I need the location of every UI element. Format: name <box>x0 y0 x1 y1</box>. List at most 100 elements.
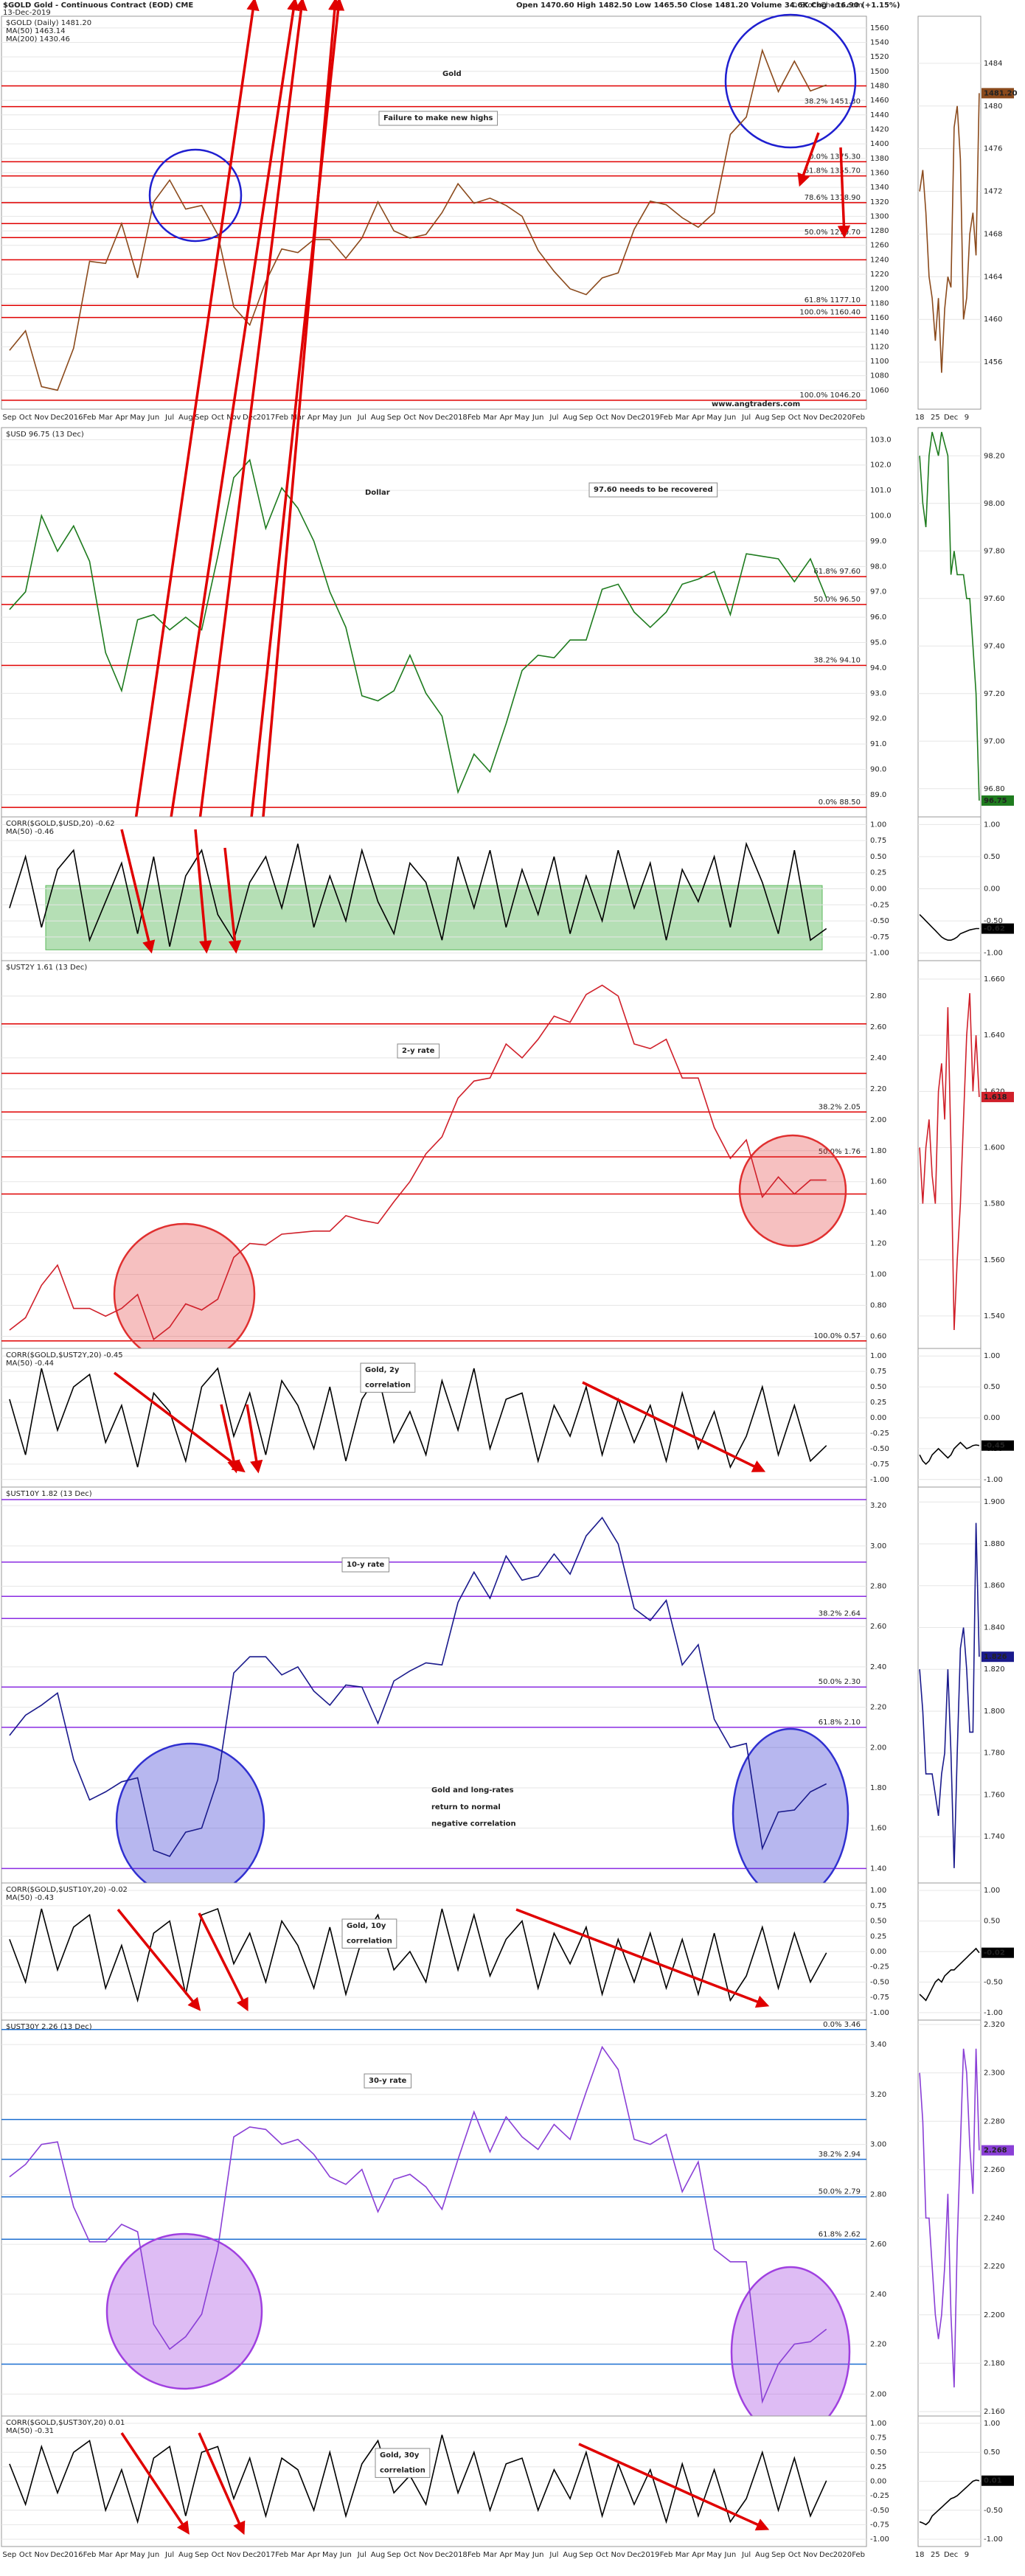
highlight-circle <box>732 1727 849 1900</box>
x-tick-label: Nov <box>611 2551 626 2559</box>
y-tick-label: 0.25 <box>870 2463 886 2471</box>
y-tick-label: 94.0 <box>870 664 886 672</box>
ohlc: Open 1470.60 High 1482.50 Low 1465.50 Cl… <box>516 1 900 10</box>
y-tick-label: 1280 <box>870 227 889 235</box>
x-tick-label: Aug <box>371 2551 386 2559</box>
series-line <box>9 459 827 795</box>
y-tick-label: 2.260 <box>984 2166 1005 2174</box>
x-tick-label: Feb <box>468 2551 481 2559</box>
x-tick-label: Jul <box>357 414 366 422</box>
x-tick-label: Feb <box>83 414 97 422</box>
y-tick-label: 1.60 <box>870 1178 886 1186</box>
y-tick-label: -0.75 <box>870 1994 889 2002</box>
level-label: 50.0% 2.79 <box>819 2188 861 2196</box>
highlight-circle <box>105 2232 263 2390</box>
level-label: 100.0% 1046.20 <box>799 391 861 400</box>
x-tick-label: Jul <box>164 2551 174 2559</box>
legend-label: CORR($GOLD,$UST30Y,20) 0.01 <box>6 2419 125 2427</box>
y-tick-label: 1460 <box>984 316 1002 324</box>
series-line <box>9 1367 827 1469</box>
annotation: 10-y rate <box>347 1561 385 1569</box>
x-tick-label: Jun <box>532 414 544 422</box>
arrow <box>260 0 341 834</box>
last-value-tag <box>981 795 1014 806</box>
y-tick-label: 1300 <box>870 212 889 220</box>
y-tick-label: 1260 <box>870 242 889 250</box>
y-tick-label: 3.00 <box>870 1542 886 1550</box>
x-tick-label: Jul <box>741 2551 751 2559</box>
x-tick-label: Dec <box>50 2551 64 2559</box>
x-tick-label: Nov <box>35 414 49 422</box>
x-tick-label: Oct <box>19 2551 32 2559</box>
y-tick-label: 1.820 <box>984 1665 1005 1674</box>
x-tick-label: Jun <box>147 2551 160 2559</box>
x-tick-label: Feb <box>660 414 673 422</box>
annotation: 97.60 needs to be recovered <box>594 486 713 494</box>
x-tick-label: Jul <box>549 2551 558 2559</box>
mini-line <box>919 2479 980 2526</box>
y-tick-label: 1500 <box>870 68 889 76</box>
y-tick-label: 97.0 <box>870 588 886 596</box>
y-tick-label: -0.50 <box>870 917 889 925</box>
x-tick-label: Oct <box>212 414 224 422</box>
y-tick-label: 0.50 <box>870 2448 886 2457</box>
last-value-label: -0.02 <box>984 1949 1005 1957</box>
y-tick-label: 1480 <box>870 82 889 90</box>
annotation: Gold, 2y correlation <box>365 1366 411 1389</box>
arrow <box>194 829 212 954</box>
mini-x-label: 18 <box>915 414 925 422</box>
x-tick-label: Sep <box>579 414 593 422</box>
x-tick-label: May <box>322 2551 338 2559</box>
y-tick-label: 99.0 <box>870 537 886 546</box>
x-tick-label: Sep <box>195 414 209 422</box>
last-value-tag <box>981 1651 1014 1663</box>
y-tick-label: 1220 <box>870 271 889 279</box>
x-tick-label: Mar <box>483 2551 498 2559</box>
annotation: Gold, 30y correlation <box>380 2451 425 2474</box>
x-tick-label: Jun <box>147 414 160 422</box>
legend-label: $GOLD (Daily) 1481.20 <box>6 19 91 27</box>
y-tick-label: 96.0 <box>870 613 886 622</box>
y-tick-label: 2.80 <box>870 992 886 1000</box>
y-tick-label: 3.20 <box>870 1502 886 1510</box>
x-tick-label: 2020 <box>833 2551 852 2559</box>
y-tick-label: 1420 <box>870 125 889 133</box>
y-tick-label: 2.20 <box>870 2341 886 2349</box>
y-tick-label: 97.20 <box>984 690 1005 698</box>
level-label: 0.0% 3.46 <box>823 2021 861 2029</box>
y-tick-label: 1464 <box>984 273 1002 281</box>
y-tick-label: 0.25 <box>870 1932 886 1940</box>
x-tick-label: Feb <box>275 2551 288 2559</box>
y-tick-label: -0.50 <box>870 2507 889 2515</box>
mini-line <box>919 1947 980 2002</box>
last-value-label: -0.45 <box>984 1442 1005 1450</box>
y-tick-label: 0.75 <box>870 837 886 845</box>
y-tick-label: 0.50 <box>984 1383 1000 1391</box>
annotation: Gold, 10y correlation <box>347 1922 392 1945</box>
x-tick-label: 2017 <box>257 414 275 422</box>
mini-frame <box>917 960 981 1349</box>
mini-frame <box>917 1486 981 1884</box>
y-tick-label: 1540 <box>870 38 889 46</box>
x-tick-label: Sep <box>2 414 16 422</box>
last-value-label: 1.826 <box>984 1653 1007 1661</box>
y-tick-label: -1.00 <box>984 950 1003 958</box>
y-tick-label: 97.40 <box>984 642 1005 650</box>
mini-line <box>919 993 980 1331</box>
legend-subtitle: MA(50) -0.44 <box>6 1360 54 1368</box>
series-line <box>9 1907 827 2003</box>
x-tick-label: Dec <box>50 414 64 422</box>
panel-frame <box>1 427 867 818</box>
x-tick-label: Sep <box>387 414 401 422</box>
y-tick-label: 1456 <box>984 358 1002 366</box>
y-tick-label: -0.25 <box>870 901 889 909</box>
annotation: 30-y rate <box>369 2077 407 2085</box>
y-tick-label: 1460 <box>870 97 889 105</box>
y-tick-label: 2.320 <box>984 2021 1005 2029</box>
annotation: 2-y rate <box>402 1047 435 1055</box>
last-value-tag <box>981 923 1014 934</box>
series-line <box>9 2045 827 2404</box>
x-tick-label: Mar <box>291 2551 305 2559</box>
x-tick-label: 2018 <box>448 2551 467 2559</box>
